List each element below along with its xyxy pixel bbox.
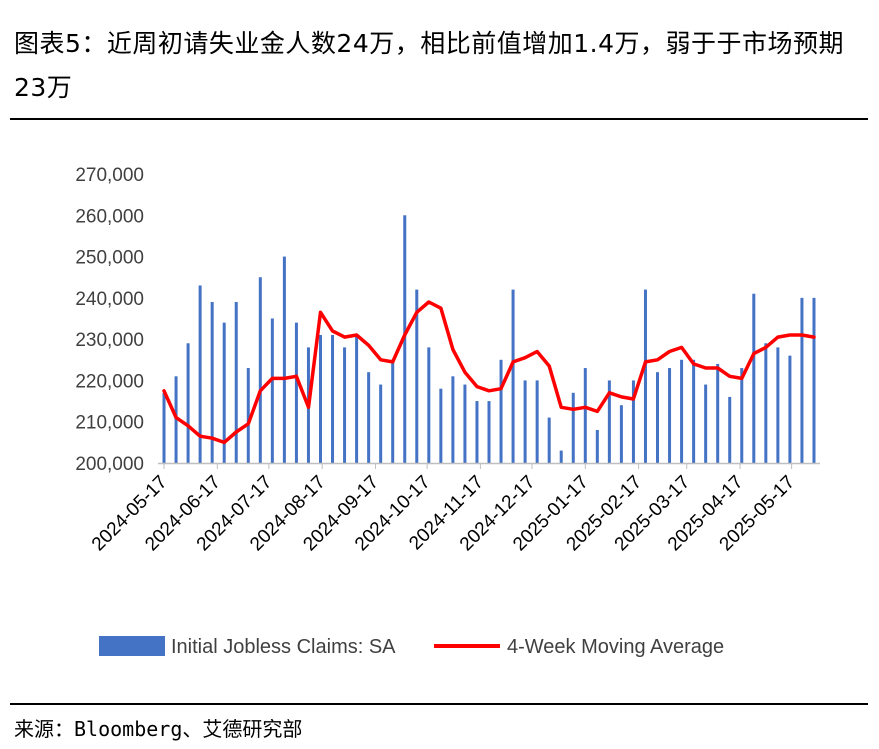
bar	[547, 417, 551, 463]
chart-legend: Initial Jobless Claims: SA 4-Week Moving …	[99, 636, 724, 658]
bar	[222, 322, 226, 463]
bar	[294, 322, 298, 463]
y-tick-label: 200,000	[75, 454, 144, 475]
bar	[631, 380, 635, 463]
bar	[379, 384, 383, 463]
bar	[740, 368, 744, 463]
bar	[270, 318, 274, 463]
bar	[643, 289, 647, 463]
bar	[619, 405, 623, 463]
bar	[595, 429, 599, 463]
bar	[692, 359, 696, 463]
title-divider	[10, 118, 868, 120]
bar	[439, 388, 443, 463]
bar	[716, 363, 720, 463]
bar-series	[162, 215, 816, 463]
bar	[559, 450, 563, 463]
bar	[475, 401, 479, 463]
bar	[680, 359, 684, 463]
moving-average-line	[162, 300, 816, 445]
line-series	[162, 300, 816, 445]
bar	[186, 343, 190, 463]
bar	[511, 289, 515, 463]
y-tick-label: 230,000	[75, 330, 144, 351]
bar	[234, 301, 238, 463]
bar	[318, 335, 322, 463]
bar	[198, 285, 202, 463]
bar	[499, 359, 503, 463]
bar	[331, 335, 335, 463]
bar	[668, 368, 672, 463]
bar	[728, 396, 732, 463]
bar	[704, 384, 708, 463]
bar	[571, 392, 575, 463]
bar	[427, 347, 431, 463]
bar	[355, 335, 359, 463]
bar	[583, 368, 587, 463]
legend-label-average: 4-Week Moving Average	[507, 636, 724, 658]
y-tick-label: 260,000	[75, 206, 144, 227]
footer-divider	[10, 703, 868, 705]
bar	[487, 401, 491, 463]
bar	[764, 343, 768, 463]
bar	[788, 355, 792, 463]
bar	[812, 297, 816, 463]
y-tick-label: 250,000	[75, 248, 144, 269]
bar	[282, 256, 286, 463]
bar	[463, 384, 467, 463]
y-tick-label: 270,000	[75, 165, 144, 186]
y-tick-label: 220,000	[75, 371, 144, 392]
bar	[451, 376, 455, 463]
source-note: 来源：Bloomberg、艾德研究部	[14, 717, 303, 741]
bar	[343, 347, 347, 463]
legend-bar-swatch	[99, 636, 165, 656]
bar	[523, 380, 527, 463]
bar	[210, 301, 214, 463]
legend-label-claims: Initial Jobless Claims: SA	[171, 636, 396, 658]
bar	[535, 380, 539, 463]
y-tick-label: 210,000	[75, 413, 144, 434]
bar	[246, 368, 250, 463]
bar	[367, 372, 371, 463]
bar	[607, 380, 611, 463]
bar	[258, 277, 262, 463]
bar	[391, 359, 395, 463]
y-tick-label: 240,000	[75, 289, 144, 310]
bar	[656, 372, 660, 463]
bar	[776, 347, 780, 463]
bar	[162, 392, 166, 463]
bar	[415, 289, 419, 463]
bar	[752, 293, 756, 463]
chart-title: 图表5：近周初请失业金人数24万，相比前值增加1.4万，弱于于市场预期23万	[14, 29, 844, 102]
bar	[800, 297, 804, 463]
